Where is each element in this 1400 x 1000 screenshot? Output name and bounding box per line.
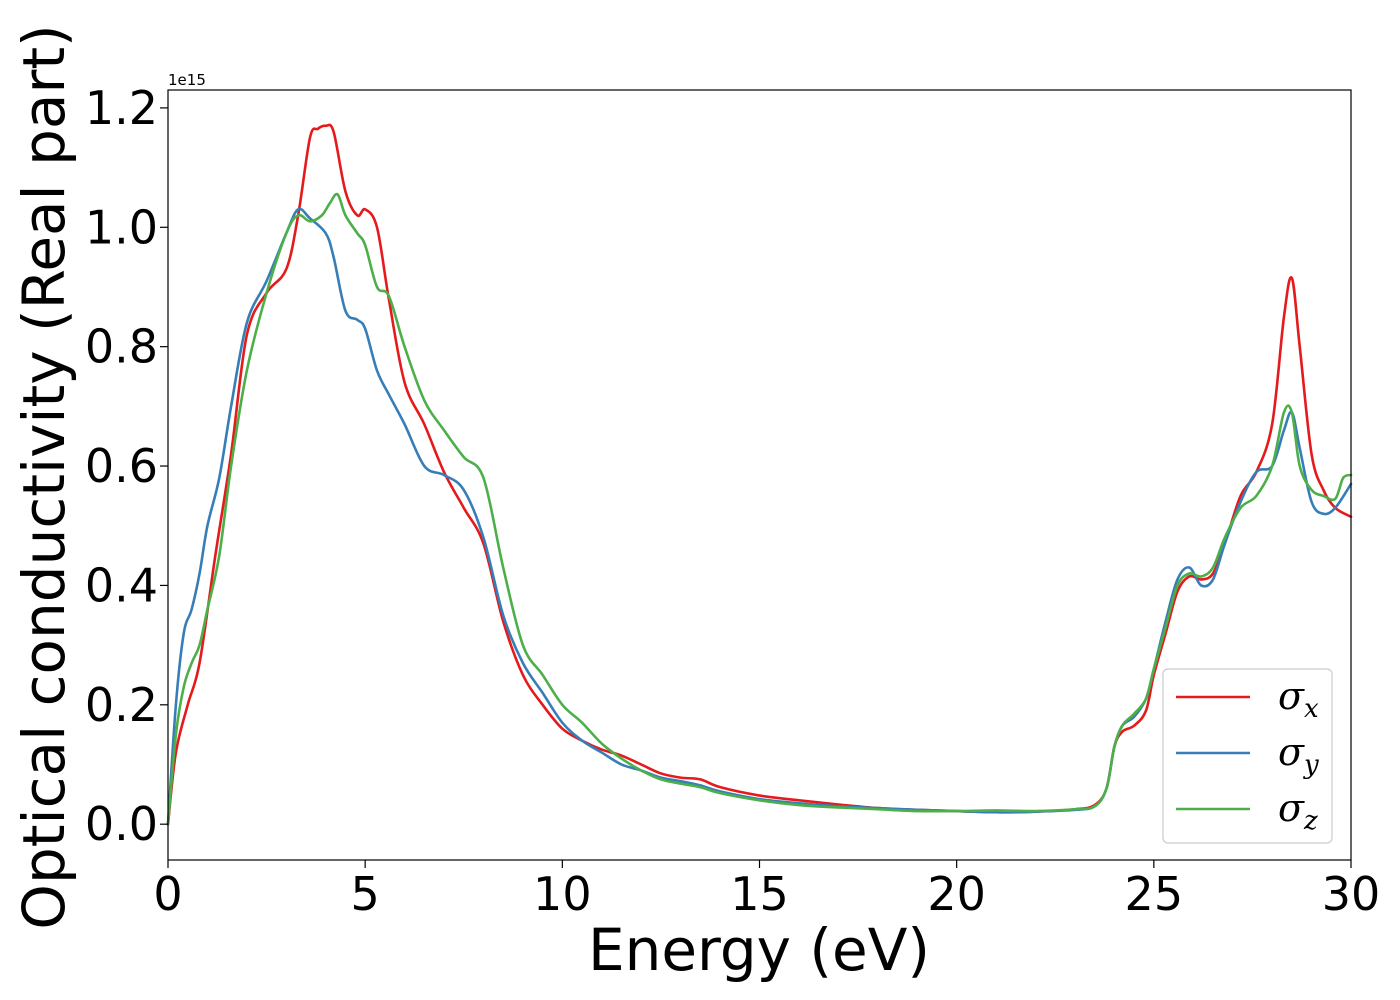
legend: σx σy σz (1162, 668, 1333, 844)
y-tick-label: 0.6 (85, 439, 158, 493)
y-tick-label: 0.2 (85, 678, 158, 732)
legend-label-x: σx (1278, 674, 1319, 724)
x-axis: 0 5 10 15 20 25 30 (153, 860, 1380, 921)
series-line-y (166, 207, 1353, 826)
plot-background (168, 90, 1351, 860)
y-axis-label: Optical conductivity (Real part) (10, 24, 78, 929)
y-tick-label: 0.4 (85, 558, 158, 612)
y-tick-label: 0.0 (85, 797, 158, 851)
y-axis: 0.0 0.2 0.4 0.6 0.8 1.0 1.2 (85, 81, 168, 851)
y-tick-label: 0.8 (85, 320, 158, 374)
x-tick-label: 30 (1322, 867, 1381, 921)
x-tick-label: 10 (533, 867, 592, 921)
y-tick-label: 1.2 (85, 81, 158, 135)
x-tick-label: 15 (730, 867, 789, 921)
x-axis-label: Energy (eV) (588, 916, 930, 984)
series-line-x (166, 123, 1353, 826)
y-tick-label: 1.0 (85, 200, 158, 254)
x-tick-label: 25 (1125, 867, 1184, 921)
legend-label-z: σz (1278, 786, 1318, 836)
x-tick-label: 0 (153, 867, 182, 921)
y-offset-label: 1e15 (168, 71, 206, 89)
series-layer (166, 123, 1353, 826)
legend-label-y: σy (1278, 730, 1319, 780)
legend-frame (1162, 668, 1333, 844)
series-line-z (166, 192, 1353, 826)
x-tick-label: 5 (351, 867, 380, 921)
x-tick-label: 20 (927, 867, 986, 921)
